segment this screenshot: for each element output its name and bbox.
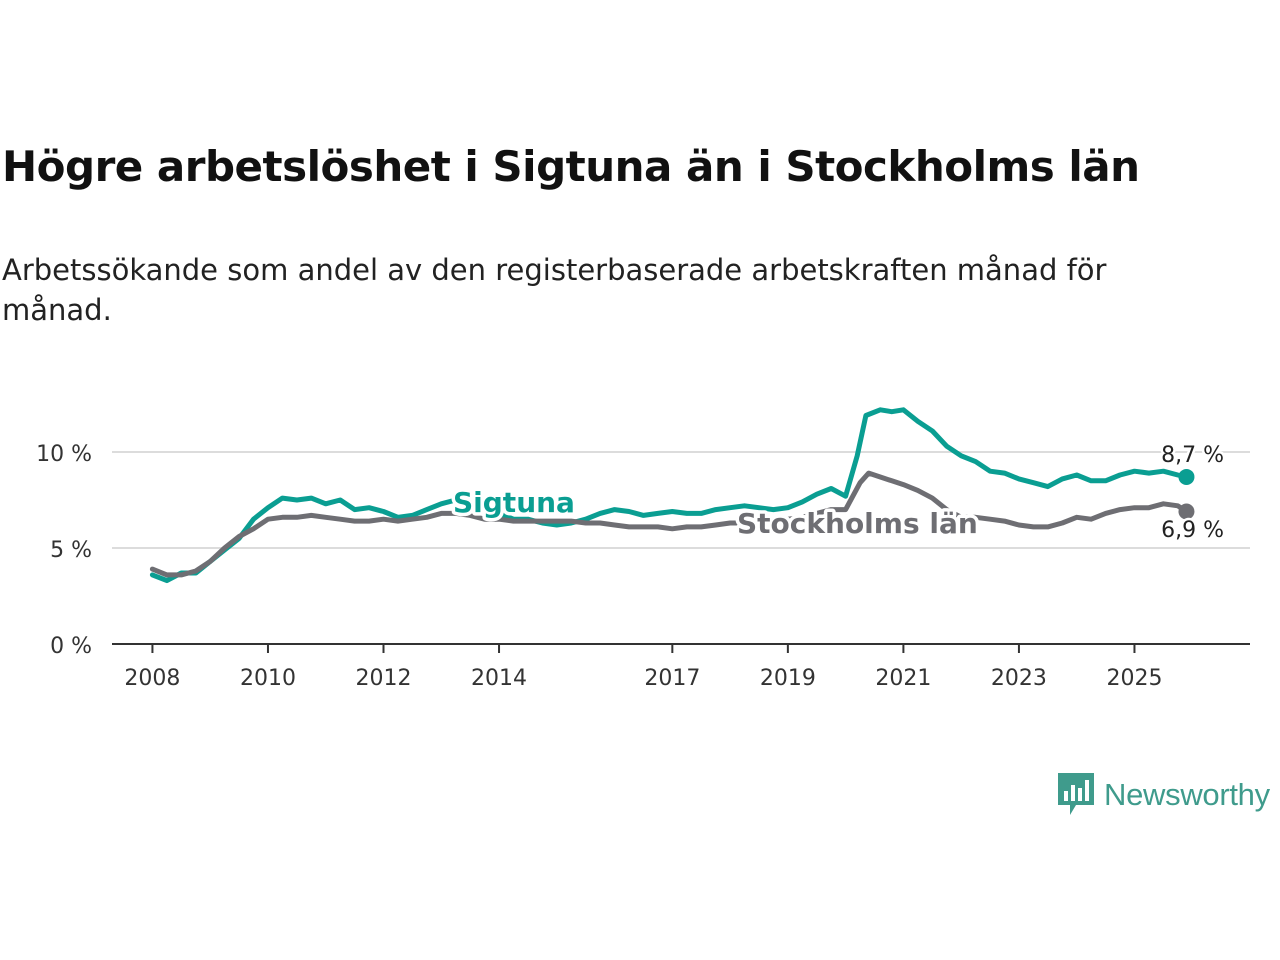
series-line-sigtuna	[149, 407, 1189, 584]
end-value-label-stockholms-lan: 6,9 %	[1161, 518, 1224, 543]
end-point-sigtuna	[1178, 468, 1195, 485]
series-line-stockholms-lan	[149, 470, 1189, 578]
series-labels: Sigtuna Stockholms län 8,7 % 6,9 %	[450, 441, 1227, 546]
x-tick-label: 2025	[1106, 666, 1162, 691]
x-tick-label: 2010	[240, 666, 296, 691]
chart-title: Högre arbetslöshet i Sigtuna än i Stockh…	[2, 142, 1140, 191]
x-tick-label: 2017	[644, 666, 700, 691]
gridlines: 0 % 5 % 10 %	[36, 442, 1250, 659]
series-name-label-sigtuna: Sigtuna	[453, 486, 575, 519]
y-tick-label: 5 %	[50, 538, 92, 563]
end-value-label-sigtuna: 8,7 %	[1161, 443, 1224, 468]
x-tick-label: 2021	[875, 666, 931, 691]
newsworthy-chart-bubble-icon	[1058, 773, 1094, 815]
y-tick-label: 10 %	[36, 442, 92, 467]
x-tick-label: 2019	[760, 666, 816, 691]
chart-subtitle: Arbetssökande som andel av den registerb…	[2, 253, 1107, 327]
x-tick-label: 2012	[356, 666, 412, 691]
x-tick-label: 2023	[991, 666, 1047, 691]
brand-name: Newsworthy	[1104, 777, 1270, 812]
x-axis: 2008 2010 2012 2014 2017 2019 2021 2023 2025	[112, 643, 1250, 691]
x-tick-label: 2008	[124, 666, 180, 691]
y-tick-label: 0 %	[50, 634, 92, 659]
brand-logo: Newsworthy	[1058, 773, 1270, 817]
series-name-label-stockholms-lan: Stockholms län	[737, 507, 978, 540]
end-point-stockholms-lan	[1178, 503, 1195, 520]
series-lines	[149, 407, 1195, 584]
x-tick-label: 2014	[471, 666, 527, 691]
